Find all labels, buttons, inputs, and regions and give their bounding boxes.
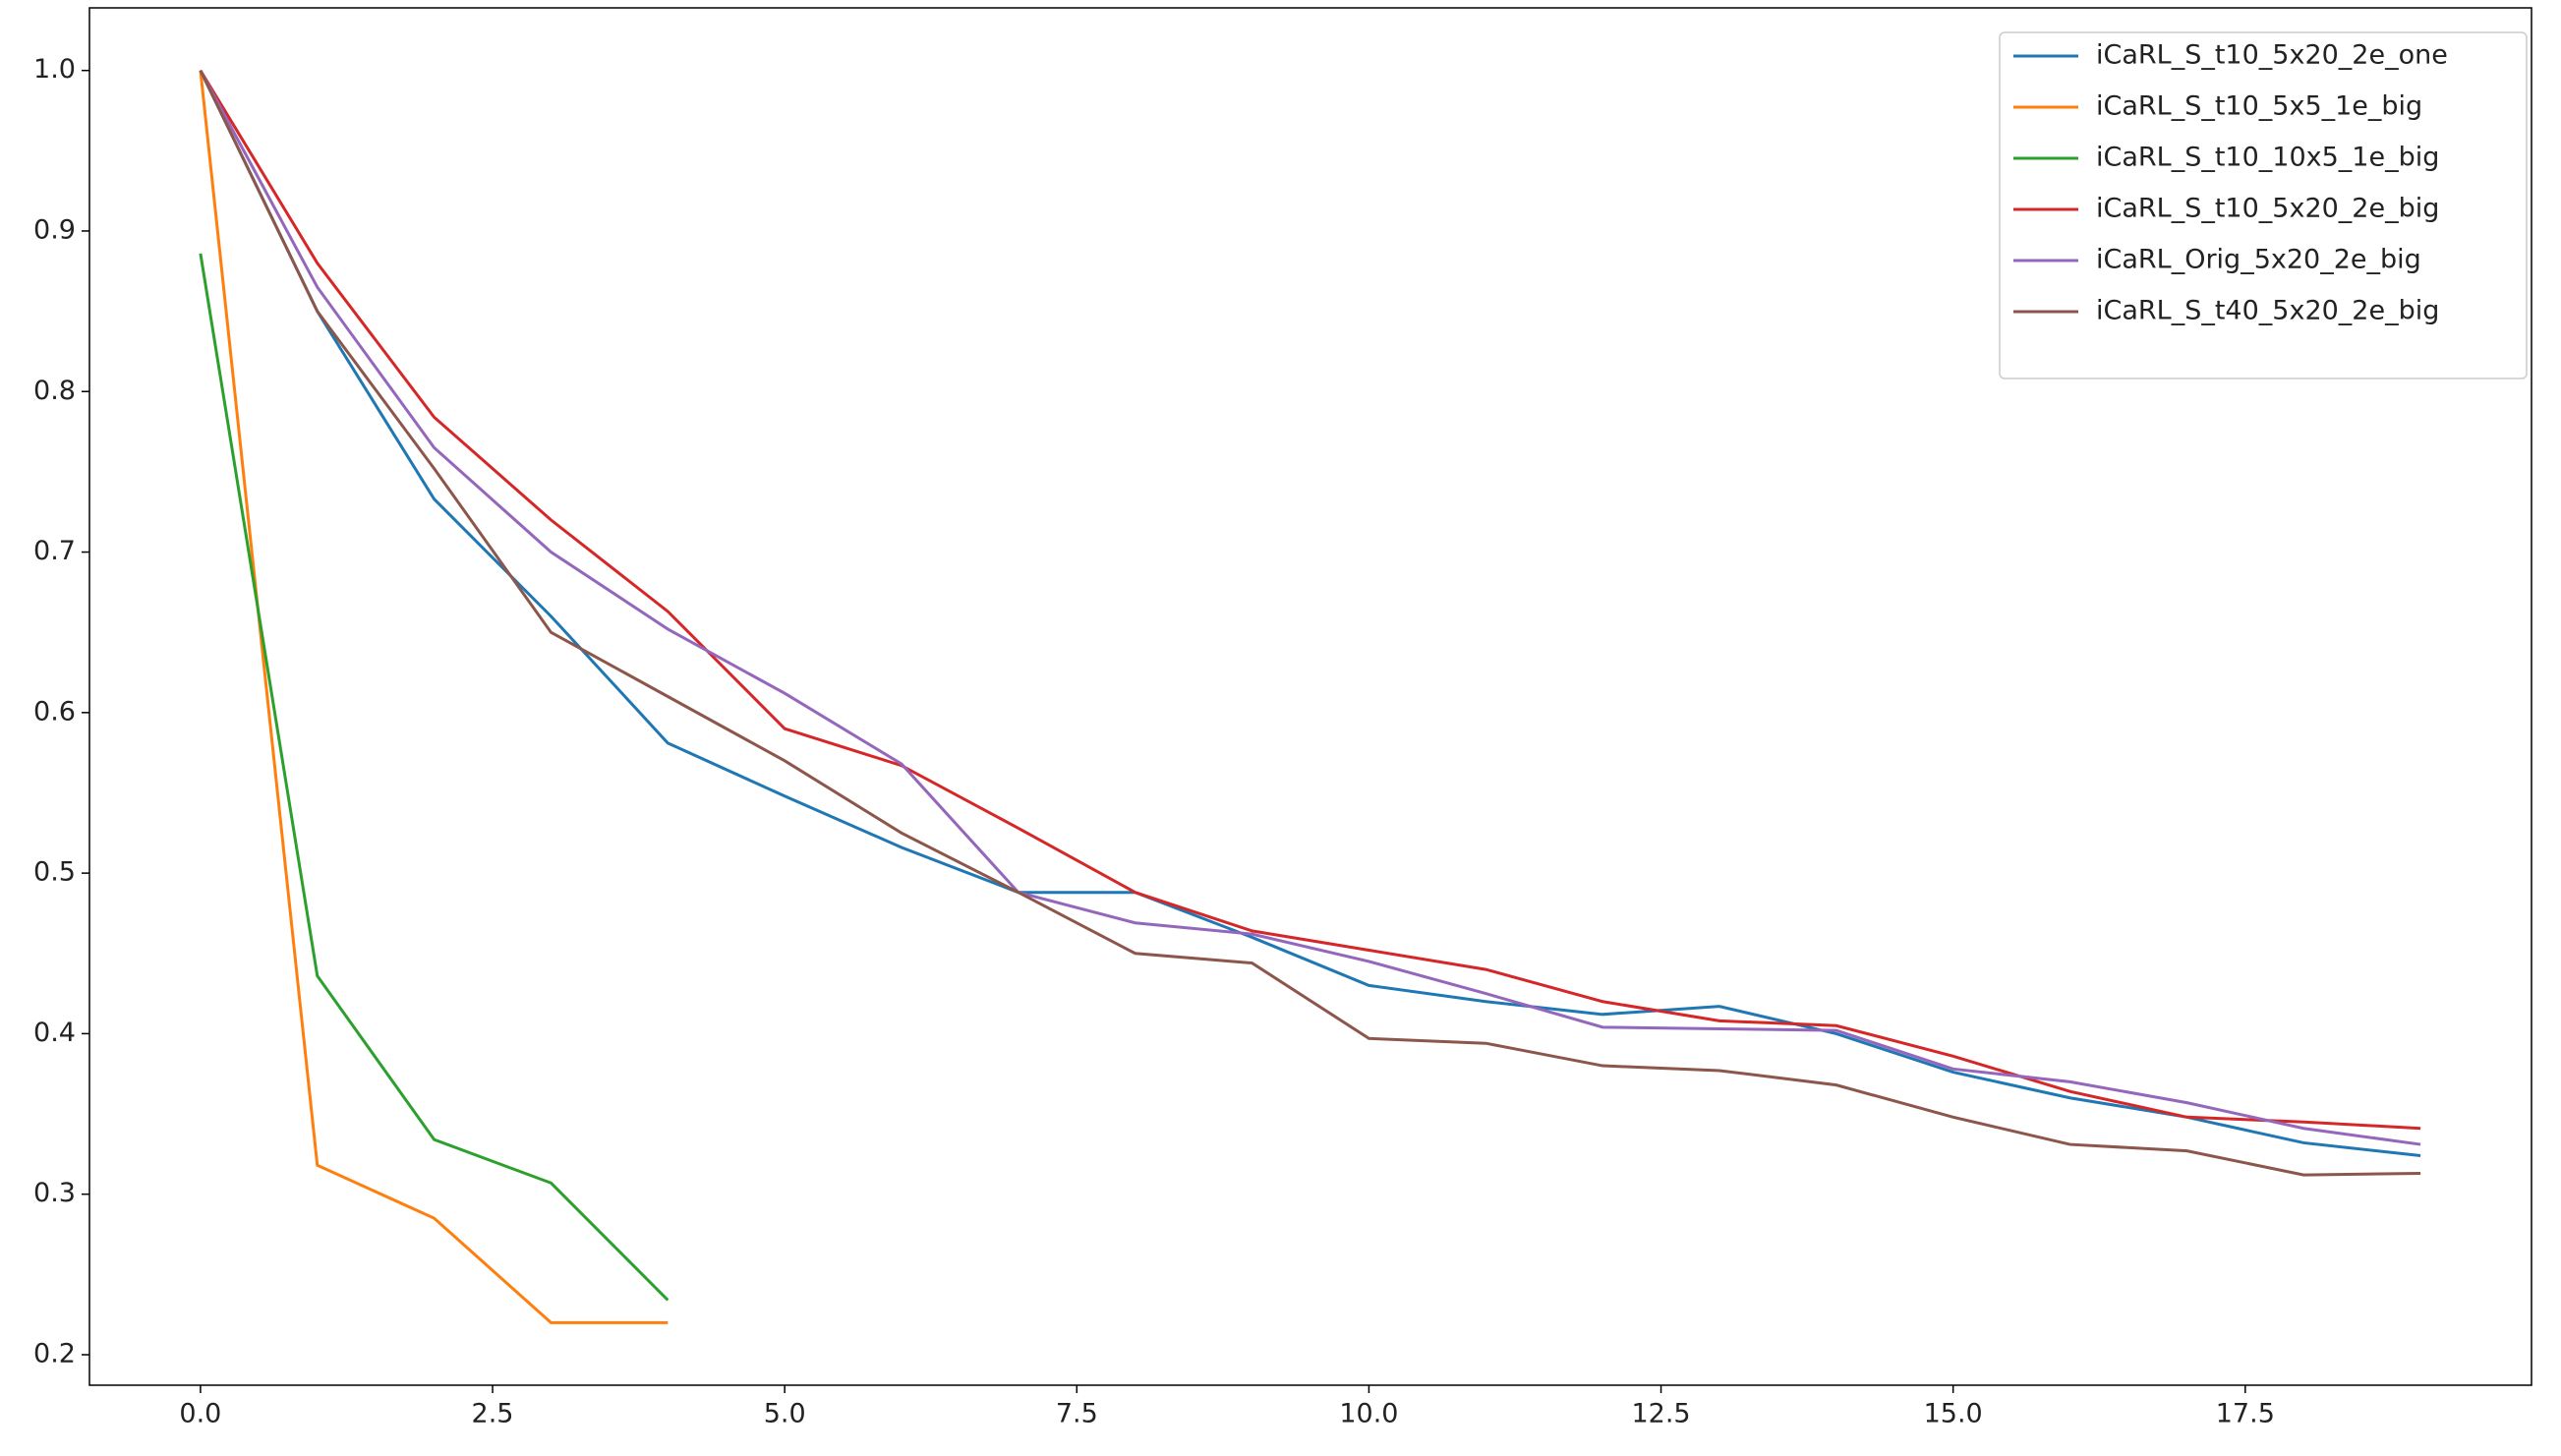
y-tick-label: 0.9 [33,214,76,245]
x-tick-label: 2.5 [472,1399,514,1429]
y-tick-label: 0.8 [33,376,76,406]
legend-label: iCaRL_S_t10_5x5_1e_big [2096,91,2422,122]
legend-label: iCaRL_S_t10_5x20_2e_one [2096,40,2448,71]
x-tick-label: 0.0 [179,1399,221,1429]
x-tick-label: 12.5 [1631,1399,1690,1429]
x-tick-label: 10.0 [1339,1399,1398,1429]
series-line [199,69,2421,1131]
y-tick-label: 0.2 [33,1338,76,1369]
y-tick-label: 0.7 [33,536,76,566]
series-line [199,70,2421,1177]
y-tick-label: 0.3 [33,1178,76,1208]
series-line [199,70,669,1324]
x-tick-label: 7.5 [1056,1399,1098,1429]
legend-label: iCaRL_S_t10_5x20_2e_big [2096,194,2439,224]
series-line [199,69,2421,1146]
legend-label: iCaRL_S_t40_5x20_2e_big [2096,296,2439,326]
legend-box [1999,31,2528,379]
y-tick-label: 1.0 [33,54,76,85]
y-tick-label: 0.4 [33,1018,76,1048]
legend-label: iCaRL_Orig_5x20_2e_big [2096,245,2421,275]
series-line [199,253,669,1302]
series-line [199,70,2421,1157]
plot-frame [88,7,2532,1386]
x-tick-label: 15.0 [1924,1399,1983,1429]
y-tick-label: 0.6 [33,696,76,727]
legend-label: iCaRL_S_t10_10x5_1e_big [2096,143,2439,173]
x-tick-label: 5.0 [764,1399,806,1429]
x-tick-label: 17.5 [2216,1399,2275,1429]
y-tick-label: 0.5 [33,857,76,888]
